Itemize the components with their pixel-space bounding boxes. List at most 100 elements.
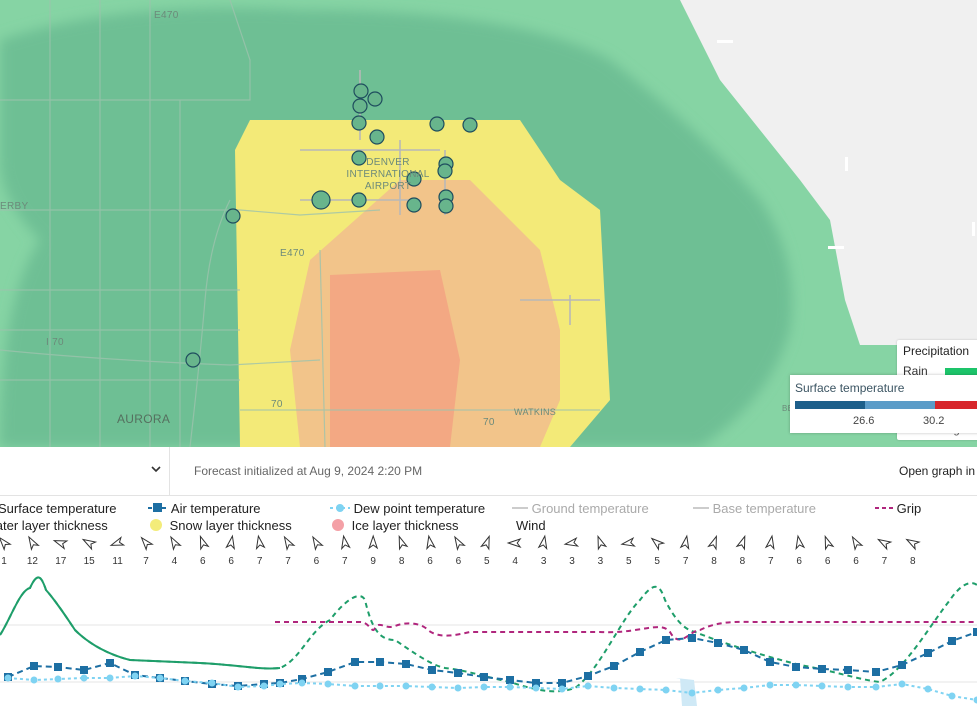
legend-label: Water layer thickness [0,518,108,533]
dew-point-marker [276,680,284,688]
air-temperature-marker [688,634,696,642]
wind-speed-label: 17 [55,556,67,567]
wind-arrow-icon [283,535,296,551]
wind-arrow-icon [368,534,379,550]
dew-point-marker [714,686,722,694]
legend-surface-temperature[interactable]: Surface temperature [0,501,117,516]
dew-point-marker [662,686,670,694]
surface-seg-warm [935,401,977,409]
legend-wind[interactable]: Wind [516,518,546,533]
wind-arrow-icon [225,534,236,551]
air-temperature-marker [844,666,852,674]
dew-point-marker [454,684,462,692]
dew-point-marker [30,676,38,684]
legend-air-temperature[interactable]: Air temperature [148,501,261,516]
dew-point-marker [688,689,696,697]
air-temperature-marker [714,639,722,647]
dew-point-marker [872,683,880,691]
dew-point-marker [80,674,88,682]
wind-speed-label: 7 [285,556,291,567]
surface-legend-title: Surface temperature [795,381,905,395]
wind-arrow-icon [795,534,806,551]
wind-arrow-icon [905,538,921,551]
wind-arrow-icon [255,534,266,551]
wind-arrow-icon [28,535,40,551]
air-temperature-marker [428,666,436,674]
legend-label: Ground temperature [531,501,649,516]
wind-speed-label: 8 [399,556,405,567]
open-graph-link[interactable]: Open graph in [899,464,976,478]
wind-arrow-icon [537,534,548,551]
legend-dew-point[interactable]: Dew point temperature [330,501,485,516]
wind-speed-label: 6 [200,556,206,567]
air-temperature-marker [506,676,514,684]
wind-arrow-icon [479,534,490,551]
dew-point-marker [558,685,566,693]
dew-point-marker [766,681,774,689]
legend-label: Wind [516,518,546,533]
dew-point-marker [506,683,514,691]
wind-arrow-icon [199,534,210,551]
air-temperature-marker [636,648,644,656]
ground-temp-line-icon [512,507,528,509]
surface-temperature-legend: Surface temperature 26.6 30.2 [790,375,977,433]
white-marks [717,40,975,249]
wind-speed-label: 7 [342,556,348,567]
wind-arrow-icon [140,536,154,552]
map-canvas [0,0,977,447]
dew-point-marker [898,680,906,688]
legend-ice-layer[interactable]: Ice layer thickness [330,518,459,533]
air-temperature-marker [30,662,38,670]
legend-snow-layer[interactable]: Snow layer thickness [148,518,292,533]
dew-point-marker [584,682,592,690]
dew-point-marker [131,672,139,680]
station-markers [185,83,478,368]
wind-arrow-icon [876,538,893,551]
legend-grip[interactable]: Grip [875,501,921,516]
wind-speed-label: 11 [112,556,123,567]
air-temperature-marker [610,662,618,670]
legend-ground-temperature[interactable]: Ground temperature [512,501,649,516]
weather-map[interactable]: E470 DENVER INTERNATIONAL AIRPORT ERBY E… [0,0,977,447]
wind-arrow-icon [735,534,746,551]
wind-arrow-icon [597,534,608,551]
wind-speed-label: 7 [768,556,774,567]
wind-speed-label: 6 [314,556,320,567]
dew-point-marker [106,674,114,682]
wind-arrow-icon [340,534,351,551]
rain-color-bar [945,368,977,376]
map-label: 70 [271,399,283,410]
legend-water-layer[interactable]: Water layer thickness [0,518,108,533]
wind-speed-label: 6 [228,556,234,567]
wind-speed-label: 6 [825,556,831,567]
wind-arrow-icon [563,536,580,547]
wind-speed-label: 5 [654,556,660,567]
wind-speed-label: 6 [853,556,859,567]
wind-arrow-icon [764,534,775,551]
wind-arrow-icon [170,535,182,551]
map-label-aurora: AURORA [117,412,171,426]
roads [0,0,600,447]
grip-line [275,620,977,641]
wind-speed-label: 7 [882,556,888,567]
dew-point-marker [428,683,436,691]
dew-point-marker [208,679,216,687]
air-temp-marker-icon [148,503,168,512]
wind-arrow-icon [426,534,437,551]
air-temperature-marker [818,665,826,673]
base-temp-line-icon [693,507,709,509]
dew-point-marker [54,675,62,683]
dew-point-marker [532,684,540,692]
rain-label: Rain [903,364,928,378]
grip-line-icon [875,507,893,509]
chevron-down-icon[interactable] [150,463,164,477]
wind-arrow-icon [620,536,636,547]
wind-arrow-icon [398,534,409,551]
forecast-graph[interactable] [0,530,977,706]
dew-point-series [4,672,977,704]
wind-speed-label: 4 [172,556,178,567]
air-temperature-marker [584,672,592,680]
wind-speed-label: 8 [740,556,746,567]
legend-base-temperature[interactable]: Base temperature [693,501,816,516]
surface-temp-forecast-line [0,576,977,693]
